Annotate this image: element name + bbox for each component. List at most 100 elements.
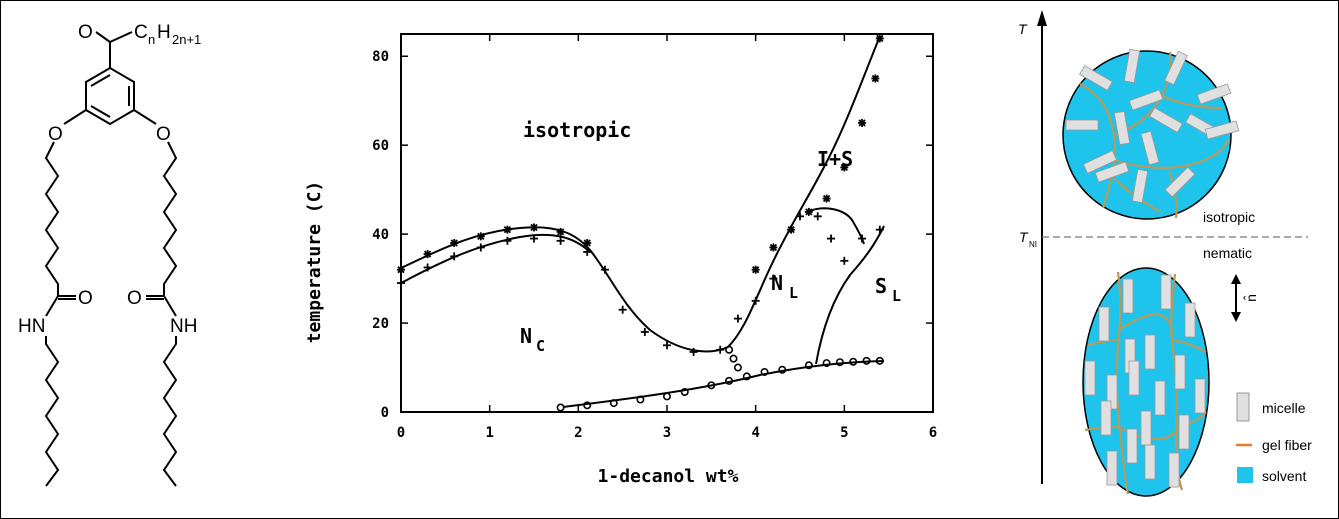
solubility-curve [562, 360, 885, 408]
data-point-circle [804, 361, 813, 370]
data-point-circle [778, 365, 787, 374]
data-point-circle [725, 345, 734, 354]
data-point-cross [503, 236, 512, 245]
micelle-rod [1084, 360, 1096, 396]
micelle-rod [1098, 306, 1110, 342]
region-isotropic: isotropic [523, 118, 631, 142]
region-nc-subscript: C [536, 337, 545, 355]
isotropic-micelles [1065, 48, 1240, 204]
data-point-cross [397, 279, 405, 288]
ether-oxygen-left: O [48, 124, 63, 145]
data-point-circle [862, 356, 871, 365]
data-point-cross [618, 305, 627, 314]
legend-gel-fiber-label: gel fiber [1262, 437, 1312, 453]
sl-boundary [815, 225, 885, 365]
x-tick-label: 4 [751, 425, 759, 441]
x-tick-label: 1 [485, 425, 493, 441]
nematic-micelles [1084, 274, 1206, 488]
data-point-circle [707, 381, 716, 390]
chemical-structure [44, 31, 178, 487]
data-point-circle [742, 372, 751, 381]
region-labels: isotropic I+S N L N C S L [520, 118, 901, 355]
data-point-cross [751, 296, 760, 305]
x-tick-labels: 0 1 2 3 4 5 6 [397, 425, 937, 441]
alkyl-chain-n: n [148, 32, 155, 47]
alkyl-chain-subscript: 2n+1 [172, 32, 201, 47]
phase-boundaries [400, 35, 885, 408]
micelle-rod [1168, 452, 1180, 488]
data-point-circle [875, 356, 884, 365]
legend-micelle-label: micelle [1262, 400, 1306, 416]
schematic-legend: micelle gel fiber solvent [1236, 392, 1312, 484]
data-point-circle [556, 403, 565, 412]
data-point-star [858, 118, 867, 127]
data-point-circle [729, 354, 738, 363]
temperature-axis-arrowhead [1037, 10, 1047, 26]
data-point-star [556, 227, 565, 236]
legend-solvent-swatch [1237, 467, 1253, 483]
axis-ticks [400, 34, 934, 413]
micelle-rod [1106, 450, 1118, 486]
micelle-rod [1065, 119, 1099, 131]
data-point-circle [636, 395, 645, 404]
micelle-rod [1123, 48, 1141, 84]
micelle-rod [1144, 444, 1156, 480]
micelle-rod [1164, 50, 1188, 86]
amide-oxygen-right: O [127, 288, 142, 309]
data-point-circle [835, 358, 844, 367]
data-point-star [751, 265, 760, 274]
isotropic-state-label: isotropic [1203, 209, 1255, 225]
data-point-star [875, 34, 884, 43]
region-sl-subscript: L [892, 287, 901, 305]
legend-solvent-label: solvent [1262, 468, 1306, 484]
data-point-star [503, 225, 512, 234]
micelle-rod [1144, 334, 1156, 370]
data-point-cross [858, 234, 867, 243]
amide-nh-left: HN [18, 316, 45, 337]
data-point-cross [840, 256, 849, 265]
data-point-star [804, 207, 813, 216]
data-point-cross [875, 225, 884, 234]
data-point-cross [600, 265, 609, 274]
data-point-cross [583, 247, 592, 256]
y-tick-label: 40 [372, 227, 389, 243]
amide-oxygen-left: O [78, 288, 93, 309]
data-markers [397, 34, 884, 412]
data-point-star [769, 243, 778, 252]
data-point-cross [556, 236, 565, 245]
data-point-star [397, 265, 405, 274]
micelle-rod [1149, 107, 1183, 133]
molecule-labels: O C n H 2n+1 O O O O HN NH [18, 22, 201, 337]
tni-subscript: NI [1029, 240, 1037, 249]
x-tick-label: 5 [840, 425, 848, 441]
phase-diagram: 0 1 2 3 4 5 6 0 20 40 60 80 1-decanol wt% temperat… [304, 33, 937, 487]
y-tick-labels: 0 20 40 60 80 [372, 49, 389, 421]
tni-label: T [1019, 229, 1029, 245]
data-point-circle [662, 392, 671, 401]
micelle-rod [1184, 302, 1196, 338]
data-point-cross [813, 212, 822, 221]
data-point-circle [725, 376, 734, 385]
data-point-star [787, 225, 796, 234]
nematic-state-label: nematic [1203, 245, 1252, 261]
data-point-star [822, 194, 831, 203]
data-point-cross [423, 263, 432, 272]
director-label: n̂ [1243, 294, 1259, 302]
micelle-rod [1128, 89, 1164, 111]
alkyl-chain-c: C [134, 22, 148, 43]
data-point-cross [716, 345, 725, 354]
temperature-axis-label: T [1018, 21, 1028, 37]
y-tick-label: 0 [381, 405, 389, 421]
region-nc: N [520, 324, 532, 348]
micelle-rod [1154, 380, 1166, 416]
region-sl: S [875, 274, 887, 298]
y-tick-label: 80 [372, 49, 389, 65]
y-axis-label: temperature (C) [304, 181, 325, 344]
data-point-circle [609, 399, 618, 408]
alkyl-chain-h: H [157, 22, 171, 43]
data-point-circle [822, 359, 831, 368]
data-point-star [871, 74, 880, 83]
data-point-cross [689, 347, 698, 356]
data-point-cross [640, 327, 649, 336]
